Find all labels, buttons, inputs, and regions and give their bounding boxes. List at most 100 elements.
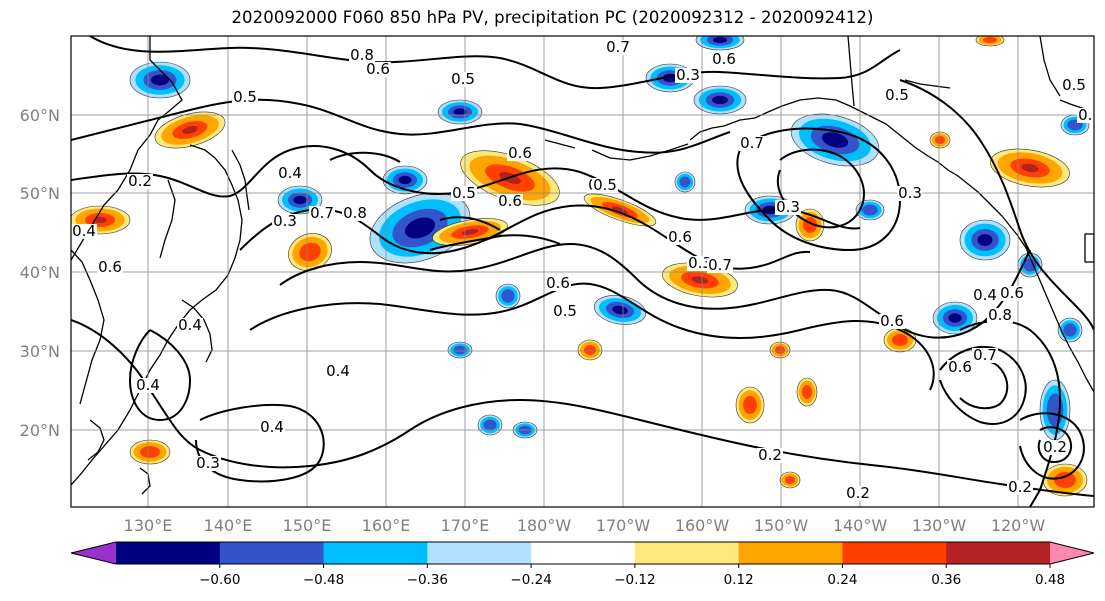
colorbar-extend-max <box>1050 542 1094 564</box>
contour-labels: 0.80.60.70.60.5 0.30.50.50.20.40.60.50.40… <box>71 38 1094 502</box>
contour-label: 0.5 <box>1077 106 1094 124</box>
contour-label-text: 0.7 <box>606 38 630 56</box>
contour-label-text: 0.4 <box>72 222 96 240</box>
contour-label: 0.6 <box>947 358 973 376</box>
precip-positive-region <box>796 377 818 407</box>
lon-tick-label: 150°W <box>754 516 809 535</box>
precip-negative-region <box>959 219 1011 261</box>
precip-positive-region <box>1042 463 1088 497</box>
contour-label-text: 0.3 <box>898 184 922 202</box>
contour-label: 0.6 <box>545 274 571 292</box>
contour-label: 0.3 <box>775 198 801 216</box>
precip-positive-region <box>577 339 603 361</box>
contour-label-text: 0.4 <box>973 286 997 304</box>
contour-label: 0.6 <box>999 284 1025 302</box>
contour-label-text: 0.5 <box>233 88 257 106</box>
precip-positive-region <box>154 111 226 149</box>
contour-label-text: 0.2 <box>758 446 782 464</box>
lon-tick-label: 170°W <box>596 516 651 535</box>
precip-negative-region <box>693 85 747 115</box>
precip-positive-region <box>795 208 825 242</box>
colorbar-segment <box>219 542 325 564</box>
colorbar-tick-label: −0.48 <box>303 572 344 588</box>
contour-label: 0.4 <box>972 286 998 304</box>
contour-label-text: 0.7 <box>708 256 732 274</box>
precip-negative-region <box>477 414 503 436</box>
pv-contours <box>71 36 1094 507</box>
colorbar-segment <box>738 542 843 564</box>
contour-label-text: 0.2 <box>128 172 152 190</box>
colorbar-outline <box>70 541 1095 565</box>
contour-label-text: 0.6 <box>1000 284 1024 302</box>
colorbar-tick-label: −0.12 <box>614 572 655 588</box>
colorbar-segment <box>634 542 740 564</box>
lon-tick-label: 130°W <box>912 516 967 535</box>
lat-tick-label: 50°N <box>20 184 60 203</box>
contour-label: 0.4 <box>325 362 351 380</box>
contour-label: 0.3 <box>195 454 221 472</box>
contour-label-text: 0.2 <box>1008 478 1032 496</box>
contour-label-text: 0.3 <box>676 66 700 84</box>
contour-label-text: 0.5 <box>593 176 617 194</box>
colorbar-segment <box>116 542 221 564</box>
contour-label: 0.2 <box>127 172 153 190</box>
precip-negative-region <box>932 301 978 335</box>
lon-tick-label: 120°W <box>991 516 1046 535</box>
colorbar-segment <box>842 542 947 564</box>
contour-label: 0.8 <box>342 204 368 222</box>
contour-label-text: 0.6 <box>366 60 390 78</box>
precip-negative-region <box>1057 317 1083 343</box>
contour-label-text: 0.4 <box>260 418 284 436</box>
colorbar-extend-min <box>71 542 116 564</box>
colorbar-tick-label: 0.36 <box>931 572 961 588</box>
precip-negative-region <box>447 341 473 359</box>
contour-label-text: 0.3 <box>688 254 712 272</box>
contour-label-text: 0.8 <box>343 204 367 222</box>
contour-label: 0.5 <box>552 302 578 320</box>
contour-label-text: 0.5 <box>553 302 577 320</box>
contour-label: 0.6 <box>711 50 737 68</box>
colorbar-tick-label: 0.24 <box>827 572 857 588</box>
contour-label: 0.4 <box>71 222 97 240</box>
precip-negative-region <box>129 61 191 99</box>
contour-label: 0.2 <box>845 484 871 502</box>
contour-label: 0.7 <box>605 38 631 56</box>
contour-label: 0.6 <box>497 192 523 210</box>
coastlines <box>71 36 1094 495</box>
contour-label-text: 0.6 <box>948 358 972 376</box>
contour-label: 0.6 <box>507 144 533 162</box>
precip-negative-region <box>1039 379 1071 441</box>
colorbar-tick-label: −0.60 <box>199 572 240 588</box>
contour-label-text: 0.6 <box>508 144 532 162</box>
contour-label: 0.6 <box>365 60 391 78</box>
contour-label-text: 0.7 <box>310 204 334 222</box>
contour-label: 0.7 <box>972 346 998 364</box>
contour-label-text: 0.8 <box>988 306 1012 324</box>
precip-negative-region <box>495 283 521 309</box>
colorbar-segment <box>323 542 428 564</box>
contour-label-text: 0.5 <box>451 70 475 88</box>
colorbar-segment <box>531 542 636 564</box>
contour-label: 0.2 <box>1042 438 1068 456</box>
lon-tick-label: 160°W <box>675 516 730 535</box>
contour-label: 0.2 <box>1007 478 1033 496</box>
colorbar-segment <box>427 542 532 564</box>
contour-label-text: 0.4 <box>136 376 160 394</box>
contour-label: 0.5 <box>1061 76 1087 94</box>
contour-label: 0.3 <box>675 66 701 84</box>
contour-label: 0.4 <box>259 418 285 436</box>
precip-negative-region <box>695 36 745 51</box>
precip-positive-region <box>975 36 1005 47</box>
contour-label: 0.5 <box>232 88 258 106</box>
colorbar-tick-label: 0.12 <box>724 572 754 588</box>
contour-label: 0.2 <box>757 446 783 464</box>
precip-positive-region <box>929 131 951 149</box>
contour-label-text: 0.4 <box>326 362 350 380</box>
contour-label-text: 0.4 <box>278 164 302 182</box>
contour-label: 0.5 <box>450 70 476 88</box>
colorbar-segment <box>946 542 1051 564</box>
contour-label-text: 0.6 <box>712 50 736 68</box>
contour-label-text: 0.3 <box>776 198 800 216</box>
precip-shading <box>71 36 1090 497</box>
lon-tick-label: 140°E <box>204 516 253 535</box>
